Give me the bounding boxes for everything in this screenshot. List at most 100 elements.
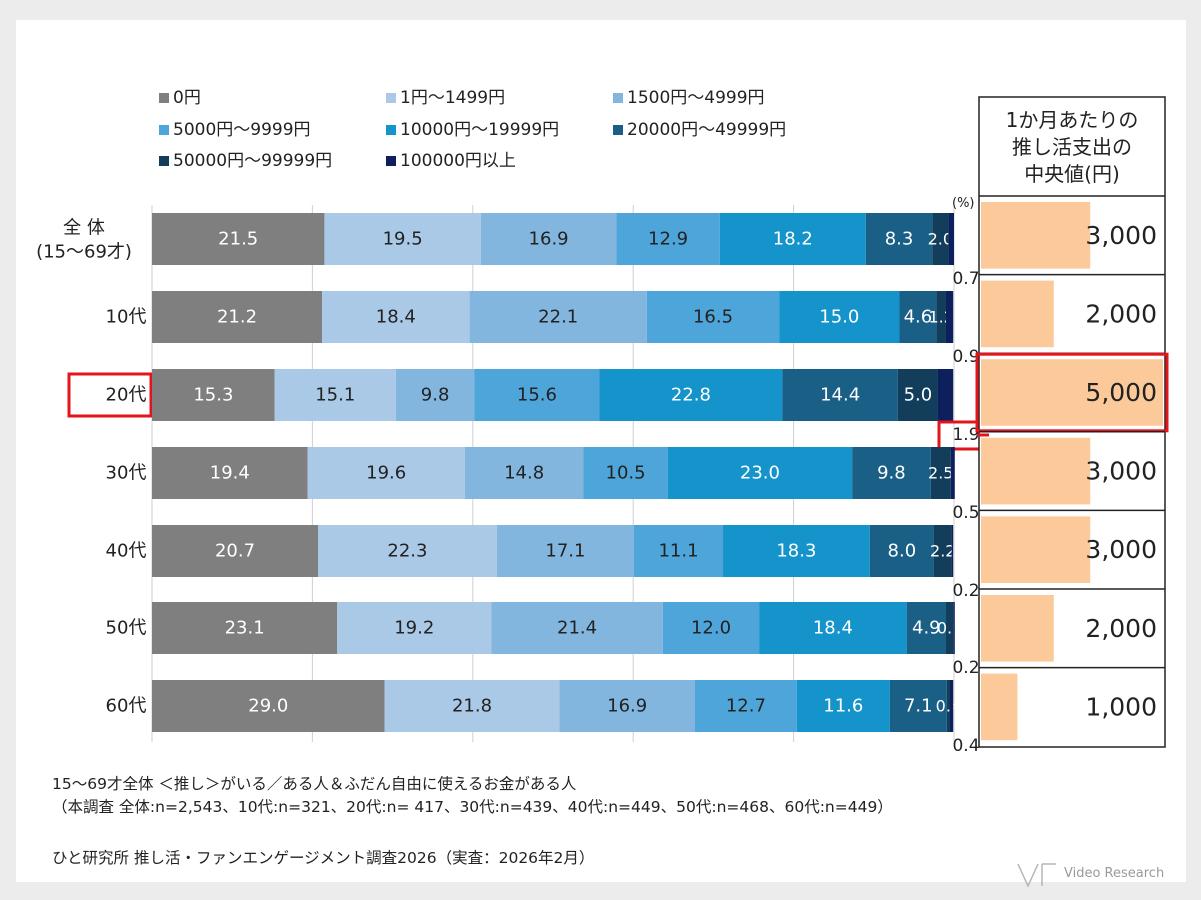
data-label: 10.5 [606,463,646,484]
bar-segment [307,447,465,499]
bar-segment [723,525,870,577]
bar-segment [852,447,931,499]
median-value: 2,000 [1085,299,1157,328]
data-label: 2.0 [928,230,953,249]
data-label: 11.6 [823,696,863,717]
data-label: 11.1 [658,541,698,562]
bar-segment [950,447,955,499]
bar-segment [152,602,338,654]
data-label: 16.9 [529,229,569,250]
bar-segment [719,213,866,265]
data-label: 17.1 [545,541,585,562]
legend-label: 50000円〜99999円 [173,151,332,171]
bar-segment [152,680,385,732]
footnote-source: ひと研究所 推し活・ファンエンゲージメント調査2026（実査：2026年2月） [52,849,595,867]
bar-segment [395,369,475,421]
data-label: 7.1 [904,696,933,717]
bar-segment [937,369,954,421]
data-label: 18.3 [776,541,816,562]
bar-segment [865,213,933,265]
bar-segment [324,213,481,265]
data-label: 19.5 [383,229,423,250]
bar-segment [322,291,470,343]
data-label: 5.0 [904,385,933,406]
category-label: 60代 [106,696,147,717]
legend-label: 1円〜1499円 [400,88,505,108]
bar-segment [779,291,900,343]
bar-segment [782,369,898,421]
data-label: 4.6 [904,307,933,328]
bar-segment [936,291,946,343]
bar-segment [384,680,560,732]
bar-segment [953,602,955,654]
bar-segment [694,680,797,732]
median-value: 1,000 [1085,692,1157,721]
category-highlight-box [67,372,153,418]
footnote-population: 15〜69才全体 ＜推し＞がいる／ある人＆ふだん自由に使えるお金がある人 [52,775,577,793]
bar-segment [274,369,396,421]
data-label: 0.9 [937,619,962,638]
median-bar [981,280,1054,348]
data-label: 12.7 [726,696,766,717]
category-label: 50代 [106,618,147,639]
data-label-outside: 0.4 [952,736,979,756]
data-label-outside: 0.9 [952,347,979,367]
bar-segment [634,525,724,577]
bar-segment [945,602,954,654]
data-label: 29.0 [248,696,288,717]
bar-segment [152,291,323,343]
median-value: 5,000 [1085,378,1157,407]
legend-label: 5000円〜9999円 [173,120,311,140]
legend-label: 10000円〜19999円 [400,120,559,140]
bar-segment [662,602,760,654]
median-value: 3,000 [1085,535,1157,564]
data-label: 18.4 [813,618,853,639]
bar-segment [152,525,319,577]
category-label: 全 体 [63,218,105,239]
bar-segment [759,602,907,654]
unit-label: (%) [952,196,975,211]
data-label: 21.2 [217,307,257,328]
data-label: 18.2 [773,229,813,250]
data-label: 21.4 [557,618,597,639]
legend-label: 1500円〜4999円 [627,88,765,108]
legend-swatch [159,156,169,166]
data-label: 14.8 [504,463,544,484]
data-label: 8.3 [885,229,914,250]
data-label: 20.7 [215,541,255,562]
data-label: 12.0 [691,618,731,639]
bar-segment [152,447,308,499]
video-research-logo-icon [1017,863,1056,888]
data-label-outside: 1.9 [952,425,979,445]
side-table-header: 中央値(円) [1024,162,1120,186]
bar-segment [667,447,853,499]
legend-swatch [159,125,169,135]
median-value: 2,000 [1085,614,1157,643]
bar-segment [869,525,934,577]
data-label: 9.8 [877,463,906,484]
bar-segment [152,369,275,421]
median-bar [981,595,1054,662]
brand-logo: Video Research [1016,862,1176,888]
legend-swatch [159,93,169,103]
category-label-sub: (15〜69才) [36,242,132,263]
bar-segment [464,447,584,499]
bar-segment [474,369,600,421]
data-label: 4.9 [912,618,941,639]
data-label: 19.6 [366,463,406,484]
data-label: 16.5 [693,307,733,328]
data-label: 15.1 [315,385,355,406]
data-label: 22.3 [387,541,427,562]
legend-label: 0円 [173,88,201,108]
data-label: 0.4 [936,697,961,716]
data-label: 22.1 [538,307,578,328]
data-label-outside: 0.2 [952,658,979,678]
bar-segment [945,291,954,343]
data-label: 8.0 [888,541,917,562]
bar-segment [496,525,635,577]
data-label: 12.9 [648,229,688,250]
brand-name: Video Research [1064,866,1165,881]
category-label: 40代 [106,541,147,562]
legend-swatch [386,156,396,166]
bar-segment [491,602,663,654]
